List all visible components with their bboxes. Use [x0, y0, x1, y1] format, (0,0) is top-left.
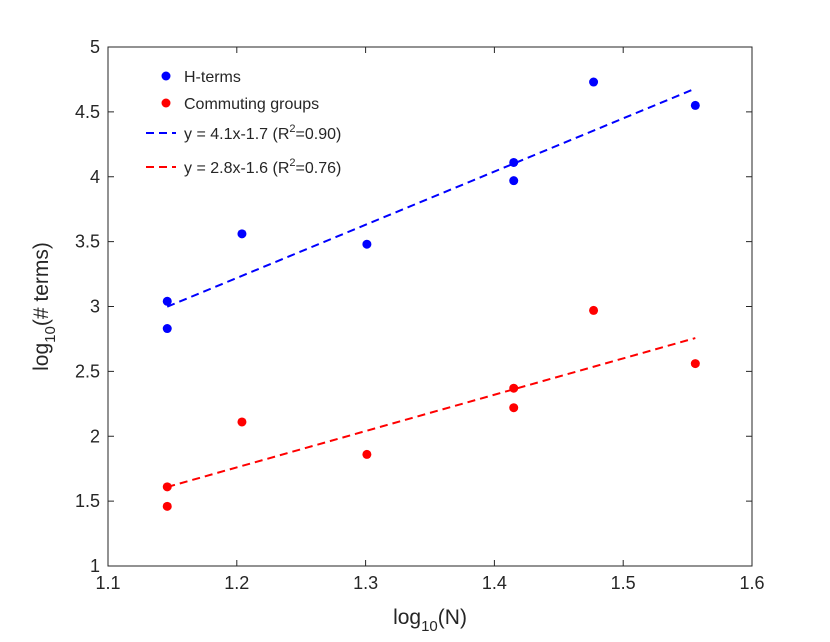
data-point-h-terms [589, 77, 599, 87]
data-point-h-terms [509, 176, 519, 186]
data-point-commuting-groups [589, 305, 599, 315]
x-axis-label: log10(N) [393, 606, 467, 635]
y-tick-label: 1.5 [75, 491, 100, 511]
y-tick-label: 5 [90, 37, 100, 57]
y-tick-label: 4.5 [75, 102, 100, 122]
data-point-h-terms [362, 239, 372, 249]
legend-label-fit-blue: y = 4.1x-1.7 (R2=0.90) [184, 123, 341, 143]
fit-line-blue [166, 87, 696, 308]
data-point-h-terms [162, 296, 172, 306]
y-axis-label: log10(# terms) [30, 242, 59, 371]
legend-box [140, 56, 400, 186]
data-point-commuting-groups [509, 383, 519, 393]
legend-label-h-terms: H-terms [184, 69, 241, 86]
y-tick-label: 2.5 [75, 361, 100, 381]
legend-marker-h-terms [161, 71, 171, 81]
x-tick-label: 1.2 [224, 573, 249, 593]
legend-label-commuting-groups: Commuting groups [184, 96, 319, 113]
legend: H-terms Commuting groups y = 4.1x-1.7 (R… [140, 56, 400, 186]
ticks: 1.1 1.2 1.3 1.4 1.5 1.6 1 1.5 2 2.5 3 3.5 4 4.5 5 [75, 37, 765, 593]
data-point-commuting-groups [509, 403, 519, 413]
y-tick-label: 3.5 [75, 232, 100, 252]
x-tick-label: 1.5 [611, 573, 636, 593]
data-point-h-terms [509, 157, 519, 167]
data-point-h-terms [690, 100, 700, 110]
y-tick-label: 1 [90, 556, 100, 576]
x-tick-label: 1.1 [95, 573, 120, 593]
legend-label-fit-red: y = 2.8x-1.6 (R2=0.76) [184, 157, 341, 177]
data-point-h-terms [162, 324, 172, 334]
legend-marker-commuting-groups [161, 98, 171, 108]
data-point-commuting-groups [690, 359, 700, 369]
data-point-h-terms [237, 229, 247, 239]
data-point-commuting-groups [237, 417, 247, 427]
y-tick-label: 4 [90, 167, 100, 187]
x-tick-label: 1.4 [482, 573, 507, 593]
data-point-commuting-groups [362, 449, 372, 459]
fit-line-red [166, 337, 696, 488]
y-tick-label: 3 [90, 297, 100, 317]
x-tick-label: 1.3 [353, 573, 378, 593]
data-point-commuting-groups [162, 501, 172, 511]
y-tick-label: 2 [90, 426, 100, 446]
data-layer [162, 77, 700, 511]
x-tick-label: 1.6 [739, 573, 764, 593]
